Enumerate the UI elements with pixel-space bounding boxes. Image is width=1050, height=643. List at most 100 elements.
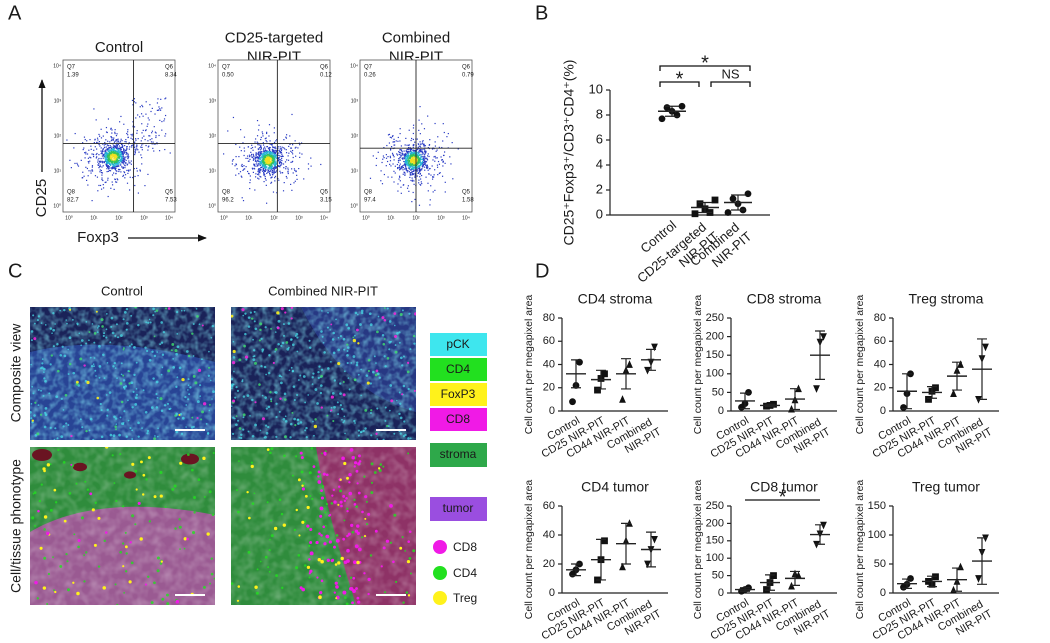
event-dot (119, 156, 121, 158)
event-dot (111, 181, 113, 183)
quadrant-name: Q5 (462, 190, 471, 196)
flow-y-tick: 10² (54, 133, 62, 139)
event-dot (444, 181, 446, 183)
cell (302, 375, 306, 378)
event-dot (86, 167, 88, 170)
event-dot (249, 175, 251, 177)
event-dot (147, 149, 149, 151)
event-dot (408, 151, 410, 153)
event-dot (292, 156, 294, 159)
event-dot (281, 163, 283, 165)
cell (183, 547, 186, 550)
event-dot (114, 140, 116, 142)
quadrant-name: Q7 (364, 65, 373, 71)
event-dot (408, 148, 410, 150)
event-dot (257, 156, 260, 159)
event-dot (116, 154, 118, 156)
event-dot (418, 129, 420, 131)
event-dot (116, 144, 119, 146)
event-dot (411, 159, 413, 161)
cell (36, 432, 40, 436)
event-dot (115, 139, 117, 142)
cell (357, 547, 362, 552)
cell (65, 553, 68, 556)
cell (346, 343, 349, 346)
cell (44, 324, 47, 326)
cell (394, 350, 398, 354)
event-dot (269, 161, 271, 163)
event-dot (124, 167, 126, 169)
event-dot (96, 156, 98, 158)
event-dot (405, 161, 407, 164)
legend-swatch (430, 333, 487, 356)
event-dot (275, 167, 277, 169)
event-dot (420, 164, 422, 166)
event-dot (404, 144, 406, 146)
cell (393, 324, 396, 327)
cell (161, 353, 165, 356)
cell (102, 586, 107, 590)
cell (258, 383, 261, 386)
cell (335, 318, 337, 321)
event-dot (283, 139, 285, 141)
event-dot (141, 163, 143, 165)
event-dot (410, 153, 413, 155)
event-dot (419, 158, 422, 160)
event-dot (96, 137, 99, 139)
event-dot (258, 155, 260, 157)
cell (156, 396, 159, 399)
event-dot (419, 169, 421, 172)
event-dot (107, 150, 110, 152)
cell (296, 393, 299, 397)
cell (357, 434, 360, 437)
cell (337, 413, 340, 416)
cell (160, 321, 163, 324)
cell (153, 437, 157, 440)
event-dot (260, 156, 262, 158)
event-dot (418, 171, 421, 173)
event-dot (116, 170, 118, 172)
legend-label: tumor (443, 501, 474, 515)
event-dot (403, 155, 405, 157)
event-dot (125, 159, 127, 162)
y-tick-label: 4 (596, 156, 603, 171)
event-dot (270, 143, 272, 145)
cell (53, 488, 57, 492)
event-dot (392, 154, 395, 157)
cell (129, 541, 132, 544)
plot-title: Combined (382, 29, 450, 46)
quadrant-name: Q8 (67, 190, 76, 196)
event-dot (95, 148, 98, 150)
event-dot (413, 170, 415, 173)
event-dot (128, 148, 130, 150)
event-dot (265, 139, 267, 142)
cell (305, 426, 308, 430)
event-dot (120, 144, 123, 146)
cell (253, 355, 256, 358)
cell (352, 560, 357, 565)
cell (189, 386, 192, 389)
cell (102, 353, 105, 357)
event-dot (406, 154, 408, 156)
event-dot (273, 127, 275, 129)
cell (250, 461, 254, 464)
cell (309, 541, 313, 545)
cell (345, 496, 348, 500)
event-dot (235, 164, 238, 166)
event-dot (244, 168, 246, 170)
cell (275, 435, 278, 439)
event-dot (399, 140, 401, 142)
plot-title: Control (95, 39, 143, 56)
cell (375, 369, 379, 373)
cell (137, 323, 140, 327)
cell (159, 343, 162, 346)
event-dot (421, 182, 423, 185)
event-dot (269, 168, 271, 170)
event-dot (147, 173, 149, 176)
event-dot (262, 161, 264, 163)
event-dot (246, 155, 249, 157)
event-dot (104, 141, 106, 144)
cell (301, 484, 304, 487)
cell (141, 427, 143, 429)
event-dot (418, 204, 421, 206)
